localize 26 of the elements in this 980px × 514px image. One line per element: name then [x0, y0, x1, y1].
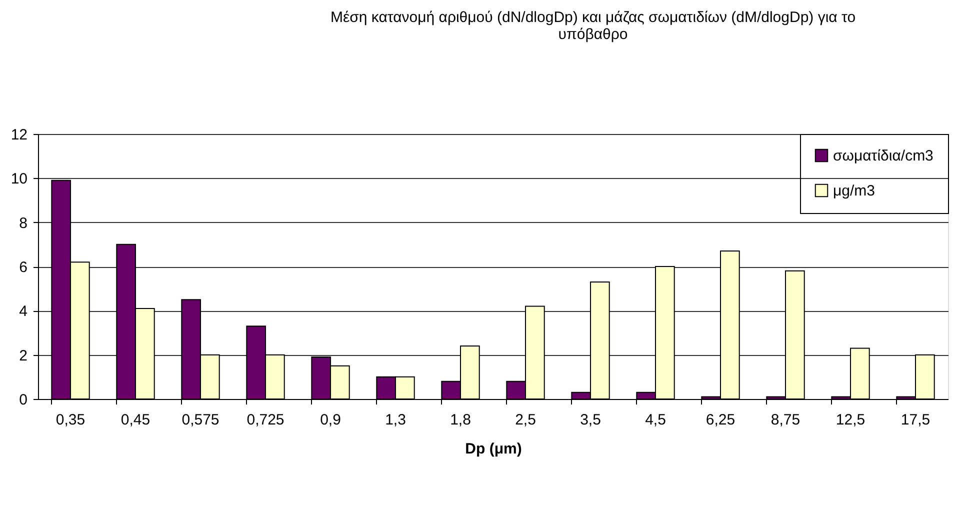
x-tick-label: 0,575	[182, 412, 220, 428]
x-tick-label: 0,45	[120, 412, 150, 428]
x-tick-label: 1,8	[450, 412, 471, 428]
y-tick-label: 12	[10, 126, 28, 144]
y-tick-label: 8	[19, 214, 28, 232]
x-tick-label: 12,5	[836, 412, 866, 428]
x-tick-label: 1,3	[385, 412, 406, 428]
x-tick-label: 17,5	[900, 412, 930, 428]
y-tick-label: 2	[19, 347, 28, 364]
y-tick-label: 6	[19, 259, 28, 276]
x-axis-title: Dp (μm)	[465, 440, 522, 458]
y-tick-label: 10	[10, 170, 28, 188]
y-tick-label: 0	[19, 392, 28, 408]
text: υπόβαθρο	[558, 26, 628, 43]
x-tick-label: 0,725	[246, 412, 284, 428]
x-tick-label: 4,5	[645, 412, 666, 428]
legend-label: σωματίδια/cm3	[833, 148, 934, 164]
x-tick-label: 3,5	[580, 412, 601, 428]
y-tick-label: 4	[19, 303, 28, 320]
legend-label: μg/m3	[833, 182, 875, 200]
x-tick-label: 2,5	[515, 412, 536, 428]
x-tick-label: 6,25	[706, 412, 736, 428]
text: Μέση κατανομή αριθμού (dN/dlogDp) και μάζας σωματιδίων (dM/dlogDp) για το	[330, 9, 856, 26]
x-tick-label: 8,75	[770, 412, 800, 428]
x-tick-label: 0,9	[320, 412, 341, 428]
x-tick-label: 0,35	[56, 412, 86, 428]
